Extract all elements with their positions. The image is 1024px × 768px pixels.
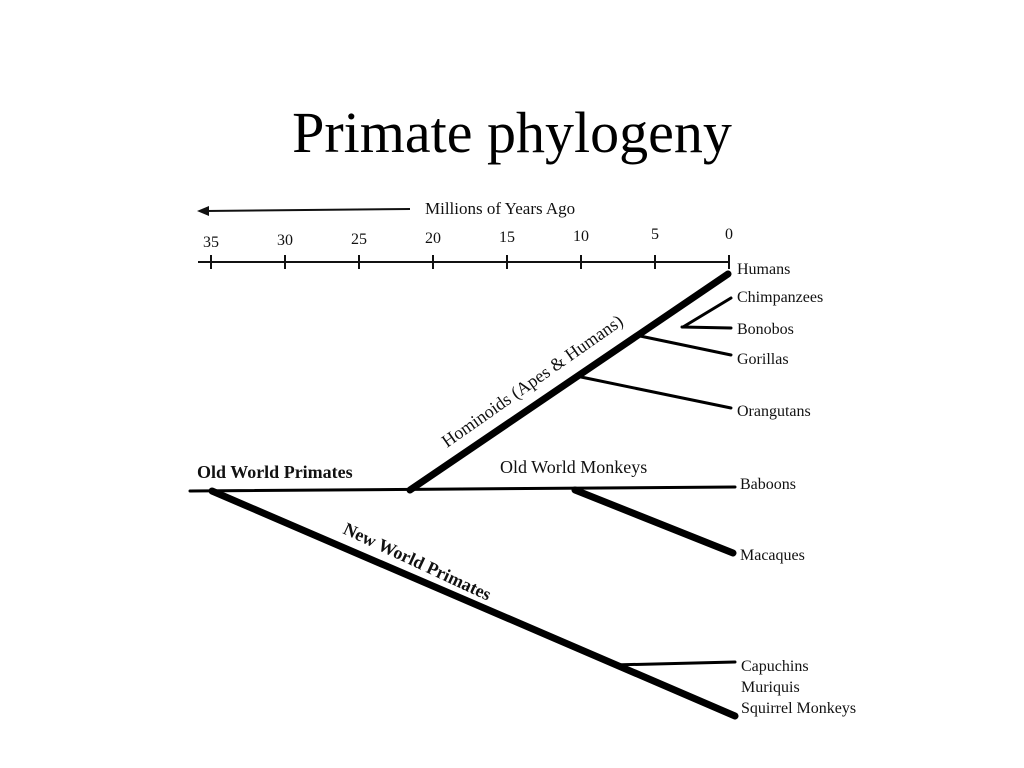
tree-branches [188, 270, 739, 720]
tick-label-5: 5 [651, 226, 659, 243]
leaf-orangutans: Orangutans [737, 403, 811, 420]
gorilla-branch [638, 334, 733, 357]
root-branch [188, 485, 737, 493]
time-axis: Millions of Years Ago 35 30 25 20 15 10 … [197, 199, 733, 269]
label-old-world-primates: Old World Primates [197, 462, 353, 482]
chimpanzee-branch [681, 296, 733, 329]
leaf-labels: Humans Chimpanzees Bonobos Gorillas Oran… [737, 261, 856, 717]
leaf-macaques: Macaques [740, 547, 805, 564]
capuchin-branch [610, 660, 737, 667]
slide-title: Primate phylogeny [292, 100, 732, 165]
leaf-humans: Humans [737, 261, 790, 278]
new-world-branch [208, 487, 739, 720]
tick-label-15: 15 [499, 229, 515, 246]
axis-arrow-line [204, 208, 411, 212]
tick-label-10: 10 [573, 228, 589, 245]
leaf-gorillas: Gorillas [737, 351, 789, 368]
leaf-chimpanzees: Chimpanzees [737, 289, 823, 306]
tick-label-25: 25 [351, 231, 367, 248]
axis-ticks [210, 255, 730, 269]
tick-label-35: 35 [203, 234, 219, 251]
bonobo-branch [680, 325, 733, 330]
axis-title: Millions of Years Ago [425, 199, 575, 218]
orangutan-branch [579, 375, 733, 410]
label-new-world-primates: New World Primates [340, 518, 494, 604]
leaf-bonobos: Bonobos [737, 321, 794, 338]
leaf-capuchins: Capuchins [741, 658, 809, 675]
leaf-baboons: Baboons [740, 476, 796, 493]
leaf-squirrel-monkeys: Squirrel Monkeys [741, 700, 856, 717]
tick-label-0: 0 [725, 226, 733, 243]
hominoid-branch [406, 270, 732, 494]
tick-label-20: 20 [425, 230, 441, 247]
macaque-branch [571, 486, 737, 557]
leaf-muriquis: Muriquis [741, 679, 800, 696]
group-labels: Old World Primates Old World Monkeys Hom… [197, 311, 647, 605]
axis-arrow-head [197, 206, 209, 216]
tick-label-30: 30 [277, 232, 293, 249]
label-old-world-monkeys: Old World Monkeys [500, 457, 647, 477]
axis-tick-labels: 35 30 25 20 15 10 5 0 [203, 226, 733, 251]
